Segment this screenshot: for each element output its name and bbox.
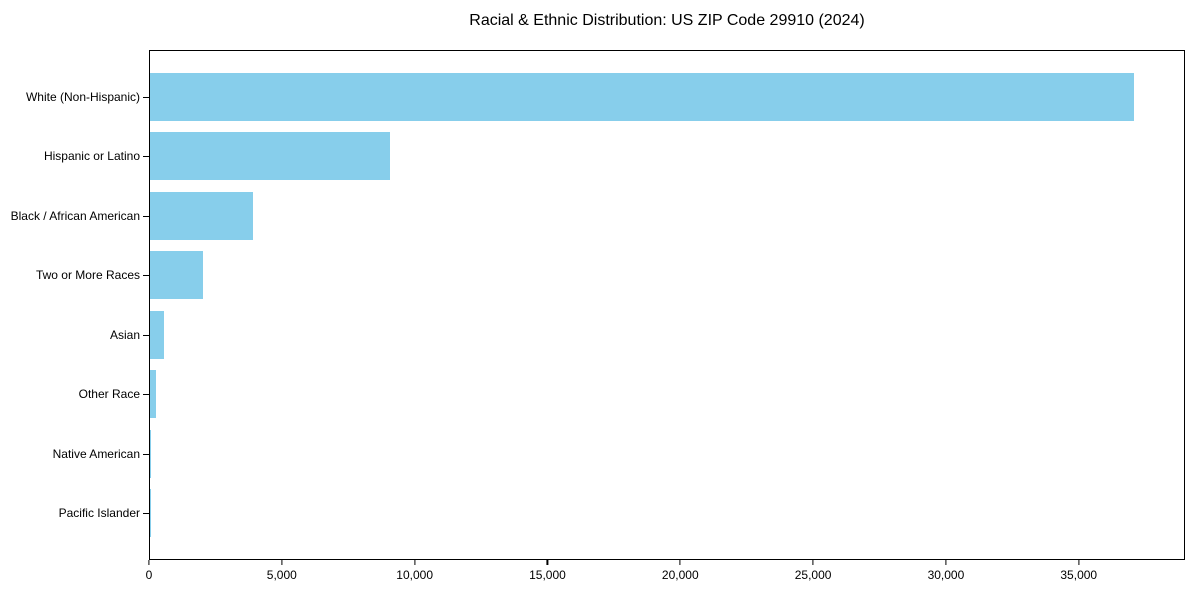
x-tick-label: 30,000 xyxy=(927,568,965,582)
y-tick-label-two-or-more-races: Two or More Races xyxy=(35,268,140,283)
x-tick-mark xyxy=(414,560,416,565)
x-tick-mark xyxy=(148,560,150,565)
bar-white-non-hispanic xyxy=(150,72,1135,121)
bar-row: White (Non-Hispanic) xyxy=(26,67,1184,127)
y-tick-label-native-american: Native American xyxy=(52,446,140,461)
bar-native-american xyxy=(150,429,151,478)
bar-hispanic-or-latino xyxy=(150,132,391,181)
y-tick-mark xyxy=(143,453,149,455)
x-tick-label: 10,000 xyxy=(396,568,433,582)
y-tick-mark xyxy=(143,96,149,98)
x-tick-mark xyxy=(1078,560,1080,565)
bar-asian xyxy=(150,310,165,359)
bar-row: Pacific Islander xyxy=(59,484,1184,544)
x-tick-label: 20,000 xyxy=(661,568,699,582)
bar-black-african-american xyxy=(150,191,254,240)
chart-title: Racial & Ethnic Distribution: US ZIP Cod… xyxy=(469,12,865,29)
bar-row: Asian xyxy=(110,305,1184,365)
x-tick-label: 15,000 xyxy=(529,568,566,582)
x-tick-label: 5,000 xyxy=(266,568,297,582)
y-tick-mark xyxy=(143,394,149,396)
bar-row: Other Race xyxy=(79,365,1184,425)
x-tick-mark xyxy=(679,560,681,565)
y-tick-mark xyxy=(143,275,149,277)
x-tick-label: 35,000 xyxy=(1060,568,1098,582)
y-tick-label-hispanic-or-latino: Hispanic or Latino xyxy=(43,149,140,164)
x-tick-mark xyxy=(281,560,283,565)
x-tick-mark xyxy=(945,560,947,565)
plot-area: White (Non-Hispanic) Hispanic or Latino Bl… xyxy=(11,50,1185,560)
y-tick-label-white-non-hispanic: White (Non-Hispanic) xyxy=(25,89,140,104)
y-tick-mark xyxy=(143,215,149,217)
x-tick-label: 0 xyxy=(145,568,153,582)
bar-other-race xyxy=(150,370,156,419)
y-tick-mark xyxy=(143,334,149,336)
bar-row: Native American xyxy=(53,424,1184,484)
bar-rows: White (Non-Hispanic) Hispanic or Latino Bl… xyxy=(11,51,1184,559)
bar-row: Two or More Races xyxy=(36,246,1184,306)
y-tick-label-pacific-islander: Pacific Islander xyxy=(58,506,140,521)
y-tick-label-other-race: Other Race xyxy=(78,387,140,402)
y-tick-label-black-african-american: Black / African American xyxy=(10,208,140,223)
x-tick-mark xyxy=(546,560,549,565)
y-tick-mark xyxy=(143,513,149,515)
x-tick-mark xyxy=(812,560,814,565)
x-tick-label: 25,000 xyxy=(794,568,832,582)
bar-two-or-more-races xyxy=(150,251,204,300)
bar-row: Hispanic or Latino xyxy=(44,127,1184,187)
x-axis: 0 5,000 10,000 15,000 20,000 25,000 30,000 35,0… xyxy=(145,560,1185,590)
y-tick-mark xyxy=(143,156,149,158)
bar-row: Black / African American xyxy=(11,186,1184,246)
y-tick-label-asian: Asian xyxy=(109,327,140,342)
